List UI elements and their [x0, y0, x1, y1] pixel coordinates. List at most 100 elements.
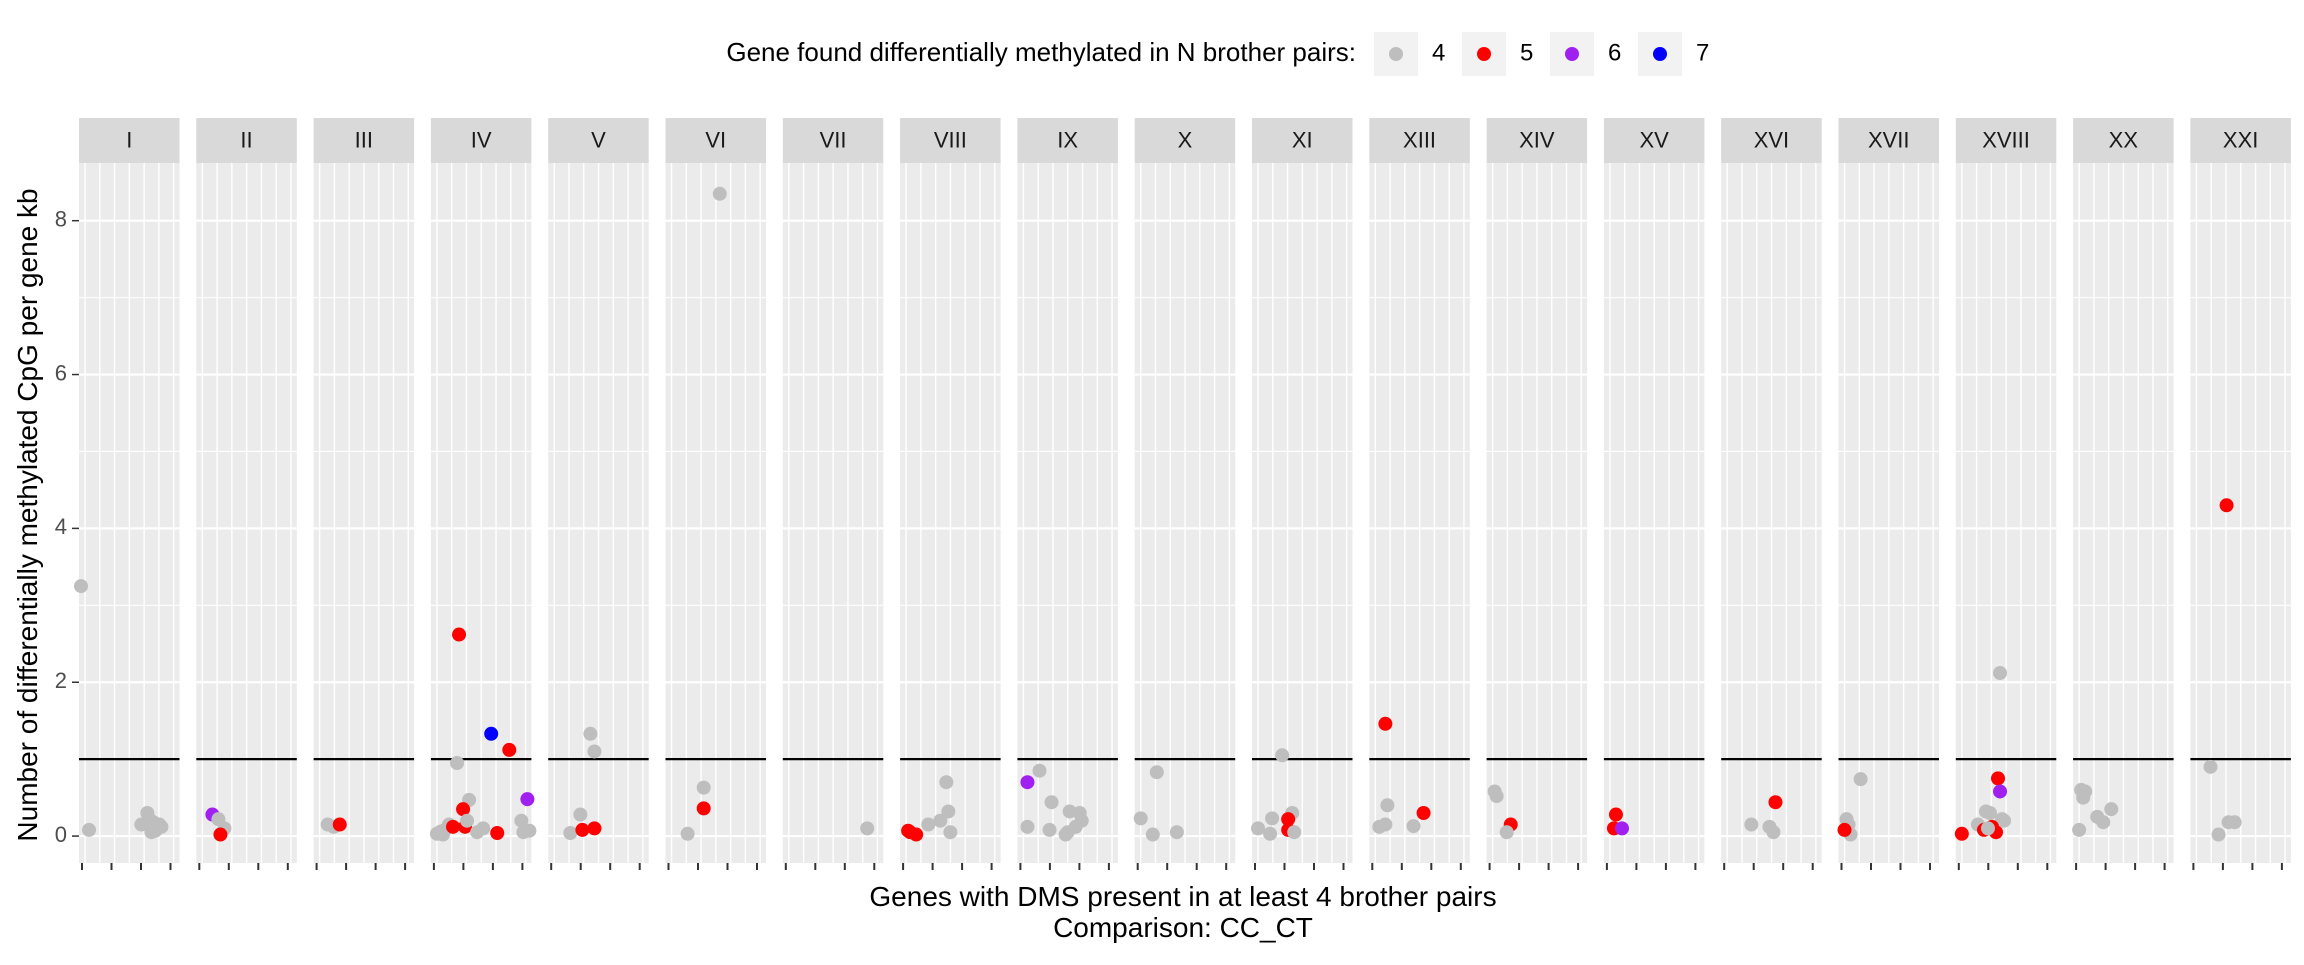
data-point: [575, 822, 590, 837]
facet-panel: IV: [429, 118, 537, 870]
data-point: [1489, 789, 1504, 804]
data-point: [696, 780, 711, 795]
facet-strip: [2190, 118, 2291, 163]
facet-panel: II: [196, 118, 297, 870]
facet-panel: IX: [1017, 118, 1118, 870]
facet-strip: [2073, 118, 2174, 163]
data-point: [1608, 807, 1623, 822]
facet-panel: III: [313, 118, 415, 870]
data-point: [696, 801, 711, 816]
data-point: [1982, 806, 1997, 820]
data-point: [452, 627, 467, 642]
data-point: [2211, 827, 2226, 842]
data-point: [1614, 821, 1629, 836]
facet-strip: [782, 118, 884, 163]
data-point: [573, 807, 588, 822]
data-point: [1378, 716, 1393, 731]
data-point: [142, 812, 157, 827]
data-point: [460, 813, 475, 828]
data-point: [1032, 763, 1047, 778]
facet-strip: [1955, 118, 2057, 163]
data-point: [1275, 748, 1290, 763]
facet-strip-label: XVI: [1754, 127, 1789, 152]
facet-strip: [1017, 118, 1118, 163]
data-point: [943, 825, 958, 840]
data-point: [1251, 821, 1266, 836]
data-point: [1058, 827, 1073, 842]
facet-panel: XIII: [1369, 118, 1470, 870]
facet-strip-label: XVII: [1868, 127, 1910, 152]
facet-strip: [196, 118, 297, 163]
data-point: [1169, 825, 1184, 840]
facet-strip-label: VI: [705, 127, 726, 152]
legend-key-point: [1477, 47, 1491, 61]
facet-strip-label: VII: [820, 127, 847, 152]
legend-key-point: [1565, 47, 1579, 61]
data-point: [2203, 759, 2218, 774]
facet-strip-label: V: [591, 127, 606, 152]
facet-panel: XVII: [1837, 118, 1939, 870]
data-point: [1416, 806, 1431, 820]
facet-panel: XVIII: [1954, 118, 2057, 870]
facet-panel: XV: [1603, 118, 1705, 870]
data-point: [2072, 822, 2087, 837]
legend-key-point: [1389, 47, 1403, 61]
facet-strip: [1252, 118, 1353, 163]
legend-key-point: [1653, 47, 1667, 61]
facet-strip-label: I: [126, 127, 132, 152]
data-point: [82, 822, 97, 837]
data-point: [484, 726, 499, 741]
comparison-caption: Comparison: CC_CT: [1053, 912, 1313, 943]
facet-panel: XXI: [2190, 118, 2291, 870]
data-point: [1997, 813, 2012, 828]
data-point: [1768, 795, 1783, 810]
data-point: [2076, 790, 2091, 805]
legend-title: Gene found differentially methylated in …: [726, 37, 1356, 67]
facet-strip: [900, 118, 1001, 163]
y-tick-label: 6: [55, 360, 67, 385]
facet-panel: XIV: [1486, 118, 1588, 870]
y-tick-label: 8: [55, 207, 67, 232]
facet-strip: [1486, 118, 1588, 163]
facet-strip-label: XXI: [2223, 127, 2258, 152]
data-point: [74, 579, 89, 594]
data-point: [450, 756, 465, 770]
data-point: [1044, 795, 1059, 810]
data-point: [583, 726, 598, 741]
data-point: [1744, 817, 1759, 832]
data-point: [933, 813, 948, 828]
data-point: [490, 826, 505, 840]
y-tick-label: 0: [55, 822, 67, 847]
facet-strip-label: III: [355, 127, 373, 152]
data-point: [502, 742, 517, 757]
data-point: [1406, 819, 1421, 834]
data-point: [712, 186, 727, 201]
legend: Gene found differentially methylated in …: [726, 32, 1709, 76]
data-point: [1281, 812, 1296, 827]
facet-panel: XX: [2072, 118, 2174, 870]
facet-panel: V: [548, 118, 649, 870]
data-point: [1133, 811, 1148, 826]
data-point: [680, 826, 695, 841]
data-point: [1499, 825, 1514, 840]
facet-strip: [430, 118, 532, 163]
y-axis-label: Number of differentially methylated CpG …: [12, 188, 43, 841]
legend-label: 7: [1696, 39, 1709, 66]
data-point: [1993, 784, 2008, 799]
data-point: [476, 821, 491, 836]
data-point: [587, 821, 602, 836]
data-point: [520, 792, 535, 807]
data-point: [1991, 771, 2006, 786]
y-axis: 0 2 4 6 8: [55, 207, 79, 847]
facet-panel: XI: [1251, 118, 1353, 870]
data-point: [1837, 822, 1852, 837]
data-point: [1954, 826, 1969, 841]
facet-strip: [1838, 118, 1939, 163]
facet-panel: I: [74, 118, 180, 870]
data-point: [1853, 772, 1868, 787]
legend-label: 6: [1608, 39, 1621, 66]
y-tick-label: 4: [55, 514, 67, 539]
facet-strip-label: XV: [1639, 127, 1669, 152]
